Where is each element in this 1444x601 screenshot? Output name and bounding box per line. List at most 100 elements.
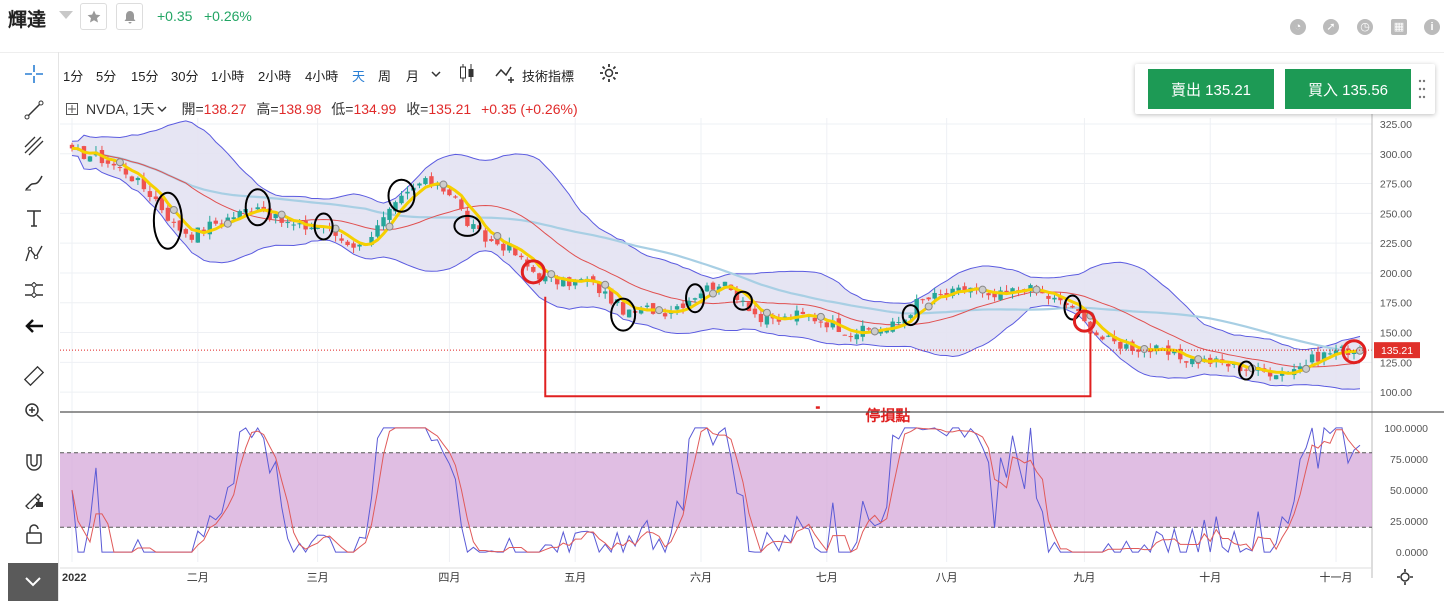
candle-body [339, 238, 344, 241]
magnet-icon[interactable] [20, 448, 48, 476]
trend-line-icon[interactable] [20, 96, 48, 124]
sell-button[interactable]: 賣出 135.21 [1148, 69, 1274, 109]
timeframe-day[interactable]: 天 [352, 69, 366, 84]
timeframe-15m[interactable]: 15分 [131, 69, 159, 84]
high-label: 高= [256, 101, 279, 117]
signal-marker [1194, 355, 1203, 364]
collapse-toolbar-button[interactable] [8, 563, 58, 601]
pattern-icon[interactable] [20, 240, 48, 268]
candle-body [1010, 288, 1015, 294]
timeframe-2h[interactable]: 2小時 [258, 69, 292, 84]
candle-style-icon[interactable] [458, 63, 476, 83]
clock-icon[interactable]: ◷ [1357, 19, 1373, 35]
compass-icon[interactable]: ➚ [1323, 19, 1339, 35]
info-icon[interactable]: i [1424, 19, 1440, 35]
candle-body [812, 317, 818, 322]
zoom-in-icon[interactable] [20, 398, 48, 426]
chevron-down-icon[interactable] [59, 11, 73, 19]
timeframe-1h[interactable]: 1小時 [211, 69, 245, 84]
candle-body [1226, 363, 1231, 367]
candle-body [537, 273, 542, 280]
indicator-icon[interactable] [495, 63, 517, 83]
candle-body [1297, 366, 1303, 370]
candle-down [339, 233, 344, 244]
calendar-icon[interactable]: ▦ [1391, 19, 1407, 35]
chevron-down-icon[interactable] [430, 68, 442, 80]
candle-up [602, 287, 608, 299]
pie-chart-icon[interactable]: ◔ [1290, 19, 1306, 35]
star-icon[interactable] [80, 3, 107, 30]
timeframe-30m[interactable]: 30分 [171, 69, 199, 84]
candle-down [489, 235, 494, 242]
timeframe-5m[interactable]: 5分 [96, 69, 117, 84]
unlock-icon[interactable] [20, 520, 48, 548]
buy-button[interactable]: 買入 135.56 [1285, 69, 1411, 109]
top-bar: 輝達 +0.35 +0.26% ◔ ➚ ◷ ▦ i [0, 0, 1444, 52]
candle-body [375, 225, 380, 237]
candle-body [698, 293, 704, 299]
drag-handle-icon[interactable] [1418, 78, 1426, 100]
candle-body [159, 197, 165, 211]
candle-body [531, 266, 536, 272]
signal-marker [439, 180, 448, 189]
candle-down [1064, 301, 1069, 309]
candle-body [393, 202, 398, 212]
y-tick-label: 275.00 [1380, 179, 1412, 191]
timeframe-week[interactable]: 周 [378, 69, 392, 84]
chevron-down-icon[interactable] [157, 106, 167, 114]
indicators-button[interactable]: 技術指標 [522, 69, 575, 84]
text-icon[interactable] [20, 204, 48, 232]
candle-body [692, 298, 698, 300]
candle-body [207, 221, 212, 235]
candle-down [1100, 335, 1105, 341]
candle-body [674, 306, 680, 310]
ruler-icon[interactable] [20, 362, 48, 390]
candle-body [273, 213, 278, 219]
low-value: 134.99 [353, 101, 397, 117]
collapse-legend-icon[interactable] [66, 103, 78, 115]
candle-body [1243, 369, 1249, 371]
candle-body [399, 195, 404, 204]
lock-drawing-icon[interactable] [20, 484, 48, 512]
candle-body [1106, 335, 1111, 337]
symbol-interval[interactable]: NVDA, 1天 [86, 101, 155, 117]
candle-body [956, 287, 961, 291]
low-label: 低= [331, 101, 354, 117]
timeframe-4h[interactable]: 4小時 [305, 69, 339, 84]
candle-body [944, 293, 949, 296]
candle-body [854, 334, 859, 340]
candle-body [824, 322, 830, 328]
y-tick-label: 300.00 [1380, 149, 1412, 161]
fib-icon[interactable] [20, 132, 48, 160]
candle-body [1052, 297, 1057, 300]
candle-body [135, 177, 141, 181]
candle-down [800, 307, 806, 315]
candle-body [1267, 371, 1273, 377]
candle-body [950, 288, 955, 296]
measure-icon[interactable] [20, 276, 48, 304]
candle-up [417, 182, 422, 189]
candle-body [1309, 354, 1315, 363]
candle-body [722, 281, 728, 287]
candle-up [950, 286, 955, 299]
signal-marker [978, 285, 987, 294]
highlight-circle [610, 297, 637, 332]
timeframe-1m[interactable]: 1分 [63, 69, 84, 84]
bell-icon[interactable] [116, 3, 143, 30]
candle-up [1052, 295, 1057, 303]
candle-up [1333, 344, 1339, 360]
candle-body [1339, 346, 1345, 348]
axis-settings-icon-spokes [1397, 569, 1413, 585]
candle-body [1178, 348, 1183, 360]
crosshair-icon[interactable] [20, 60, 48, 88]
timeframe-month[interactable]: 月 [406, 69, 420, 84]
y-tick-label: 100.00 [1380, 387, 1412, 399]
candle-body [596, 281, 602, 294]
arrow-left-icon[interactable] [20, 312, 48, 340]
candle-body [740, 300, 746, 302]
gear-icon[interactable] [598, 62, 620, 84]
candle-body [447, 189, 452, 196]
candle-up [740, 297, 746, 307]
brush-icon[interactable] [20, 168, 48, 196]
